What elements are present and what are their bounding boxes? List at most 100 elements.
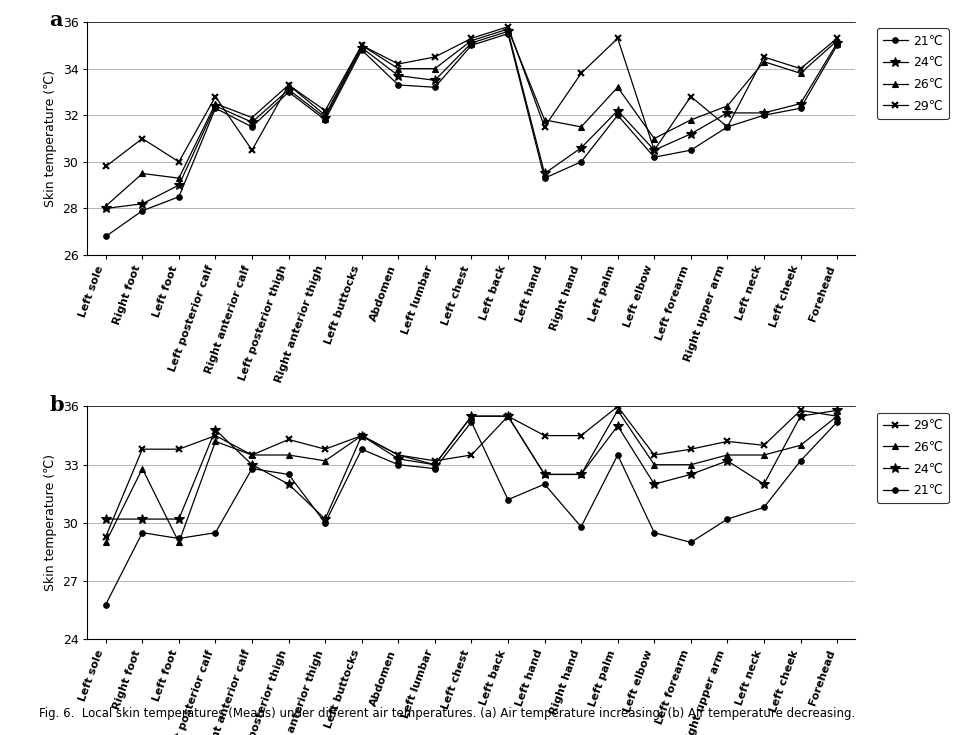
26℃ xyxy=(721,101,733,110)
21℃ xyxy=(503,29,514,38)
21℃ xyxy=(831,417,843,426)
21℃ xyxy=(685,538,697,547)
21℃ xyxy=(466,417,477,426)
21℃ xyxy=(648,153,660,162)
24℃ xyxy=(136,514,148,523)
26℃ xyxy=(136,169,148,178)
26℃ xyxy=(136,465,148,473)
24℃ xyxy=(831,406,843,415)
21℃ xyxy=(575,523,587,531)
21℃ xyxy=(356,445,367,453)
29℃ xyxy=(210,431,222,440)
24℃ xyxy=(356,431,367,440)
26℃ xyxy=(831,36,843,45)
24℃ xyxy=(758,480,770,489)
21℃ xyxy=(795,456,807,465)
21℃ xyxy=(685,146,697,154)
21℃ xyxy=(429,83,440,92)
Legend: 21℃, 24℃, 26℃, 29℃: 21℃, 24℃, 26℃, 29℃ xyxy=(877,29,949,119)
21℃ xyxy=(283,470,295,478)
Line: 24℃: 24℃ xyxy=(101,406,842,524)
29℃ xyxy=(393,60,404,68)
Line: 26℃: 26℃ xyxy=(102,26,841,209)
29℃ xyxy=(503,22,514,31)
21℃ xyxy=(538,173,550,182)
26℃ xyxy=(246,451,258,459)
29℃ xyxy=(429,456,440,465)
Line: 21℃: 21℃ xyxy=(103,419,840,607)
24℃ xyxy=(173,181,185,190)
26℃ xyxy=(466,412,477,420)
29℃ xyxy=(648,451,660,459)
29℃ xyxy=(283,435,295,444)
26℃ xyxy=(393,64,404,73)
24℃ xyxy=(283,480,295,489)
29℃ xyxy=(611,402,623,411)
21℃ xyxy=(320,519,331,528)
Legend: 29℃, 26℃, 24℃, 21℃: 29℃, 26℃, 24℃, 21℃ xyxy=(877,413,949,503)
24℃ xyxy=(393,71,404,80)
26℃ xyxy=(320,111,331,120)
Line: 26℃: 26℃ xyxy=(102,407,841,546)
29℃ xyxy=(575,431,587,440)
21℃ xyxy=(721,123,733,132)
Line: 24℃: 24℃ xyxy=(101,26,842,213)
26℃ xyxy=(283,81,295,90)
24℃ xyxy=(320,113,331,122)
26℃ xyxy=(575,123,587,132)
29℃ xyxy=(173,157,185,166)
21℃ xyxy=(210,528,222,537)
29℃ xyxy=(721,123,733,132)
26℃ xyxy=(320,456,331,465)
21℃ xyxy=(100,232,112,241)
26℃ xyxy=(246,113,258,122)
21℃ xyxy=(136,207,148,215)
24℃ xyxy=(611,421,623,430)
21℃ xyxy=(246,123,258,132)
Line: 29℃: 29℃ xyxy=(102,24,841,170)
24℃ xyxy=(503,412,514,420)
21℃ xyxy=(320,115,331,124)
21℃ xyxy=(758,111,770,120)
29℃ xyxy=(320,445,331,453)
26℃ xyxy=(795,69,807,78)
26℃ xyxy=(538,470,550,478)
24℃ xyxy=(795,99,807,108)
29℃ xyxy=(721,437,733,446)
26℃ xyxy=(503,412,514,420)
24℃ xyxy=(320,514,331,523)
21℃ xyxy=(611,451,623,459)
26℃ xyxy=(685,115,697,124)
29℃ xyxy=(466,34,477,43)
26℃ xyxy=(721,451,733,459)
29℃ xyxy=(210,92,222,101)
24℃ xyxy=(611,106,623,115)
26℃ xyxy=(611,83,623,92)
21℃ xyxy=(356,46,367,54)
29℃ xyxy=(246,146,258,154)
Line: 29℃: 29℃ xyxy=(102,403,841,540)
29℃ xyxy=(283,81,295,90)
26℃ xyxy=(356,431,367,440)
29℃ xyxy=(503,412,514,420)
29℃ xyxy=(100,162,112,171)
26℃ xyxy=(356,41,367,50)
26℃ xyxy=(575,470,587,478)
26℃ xyxy=(173,538,185,547)
24℃ xyxy=(831,39,843,48)
24℃ xyxy=(648,480,660,489)
29℃ xyxy=(173,445,185,453)
29℃ xyxy=(356,41,367,50)
Y-axis label: Skin temperature (℃): Skin temperature (℃) xyxy=(44,70,57,207)
Text: a: a xyxy=(49,10,62,30)
24℃ xyxy=(246,460,258,469)
21℃ xyxy=(283,87,295,96)
Text: Fig. 6.  Local skin temperatures (Means) under different air temperatures. (a) A: Fig. 6. Local skin temperatures (Means) … xyxy=(39,707,855,720)
24℃ xyxy=(721,456,733,465)
26℃ xyxy=(173,173,185,182)
Text: b: b xyxy=(49,395,64,415)
21℃ xyxy=(429,465,440,473)
24℃ xyxy=(685,470,697,478)
24℃ xyxy=(538,169,550,178)
24℃ xyxy=(100,514,112,523)
